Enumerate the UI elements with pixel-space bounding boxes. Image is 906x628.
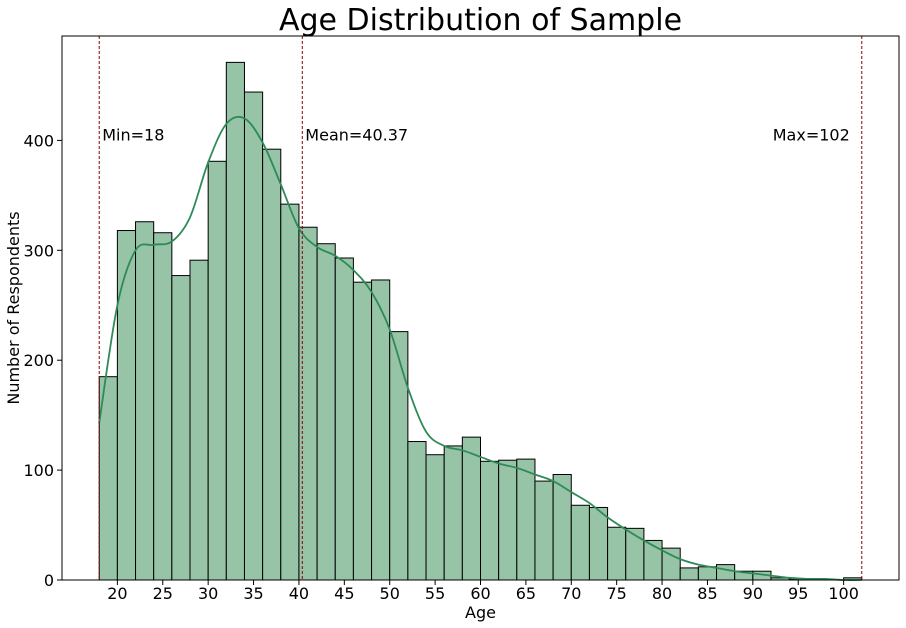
histogram-bar (389, 331, 409, 581)
x-tick-label: 80 (652, 584, 672, 603)
x-tick-label: 55 (425, 584, 445, 603)
y-tick-label: 400 (23, 131, 54, 150)
histogram-bar (480, 460, 500, 581)
histogram-bar (679, 567, 699, 581)
histogram-bar (116, 230, 137, 581)
x-tick-label: 65 (516, 584, 536, 603)
histogram-bar (298, 226, 318, 581)
histogram-bar (280, 203, 300, 581)
x-axis-label: Age (465, 603, 496, 622)
histogram-bar (171, 275, 191, 581)
histogram-bar (135, 221, 155, 581)
histogram-bar (352, 281, 373, 581)
x-tick-label: 30 (198, 584, 218, 603)
x-tick-label: 20 (107, 584, 127, 603)
x-tick-label: 85 (697, 584, 717, 603)
kde-curve (98, 115, 862, 581)
x-tick-label: 100 (828, 584, 859, 603)
y-tick-label: 0 (44, 571, 54, 590)
chart-title: Age Distribution of Sample (279, 3, 682, 38)
histogram-bar (189, 259, 209, 581)
x-tick-label: 70 (561, 584, 581, 603)
histogram-bar (498, 459, 518, 581)
histogram-bar (588, 506, 609, 581)
x-tick-label: 35 (243, 584, 263, 603)
reference-label: Min=18 (102, 125, 164, 144)
histogram-bar (534, 480, 554, 581)
histogram-bar (461, 436, 481, 581)
x-tick-label: 75 (606, 584, 626, 603)
histogram-bar (334, 257, 354, 581)
reference-label: Mean=40.37 (305, 125, 408, 144)
histogram-bar (443, 445, 463, 581)
histogram-bar (607, 526, 627, 581)
tick-labels: 20 25 30 35 40 45 50 55 60 65 70 75 80 85 90 95 100 0 100 2… (23, 131, 858, 603)
histogram-bar (661, 547, 681, 581)
histogram-bar (716, 564, 736, 581)
reference-label: Max=102 (773, 125, 850, 144)
x-tick-label: 60 (470, 584, 490, 603)
histogram-bar (697, 566, 718, 581)
histogram-bar (262, 148, 282, 581)
x-tick-label: 25 (153, 584, 173, 603)
x-tick-label: 45 (334, 584, 354, 603)
histogram-bar (153, 232, 173, 581)
y-tick-label: 200 (23, 351, 54, 370)
histogram-bar (243, 91, 264, 581)
histogram-bar (516, 458, 536, 581)
y-tick-label: 100 (23, 461, 54, 480)
histogram-bar (570, 504, 590, 581)
x-tick-label: 90 (743, 584, 763, 603)
histogram-bar (425, 454, 445, 581)
x-tick-label: 50 (380, 584, 400, 603)
reference-lines: Min=18 Mean=40.37 Max=102 (98, 36, 863, 580)
x-tick-label: 95 (788, 584, 808, 603)
x-tick-label: 40 (289, 584, 309, 603)
y-tick-label: 300 (23, 241, 54, 260)
histogram-bars (98, 61, 863, 581)
histogram-bar (407, 441, 427, 581)
histogram-bar (225, 61, 245, 581)
histogram-bar (316, 243, 336, 581)
kde-line (98, 115, 862, 581)
histogram-bar (371, 279, 391, 581)
y-axis-label: Number of Respondents (4, 211, 23, 404)
histogram-bar (207, 160, 227, 581)
